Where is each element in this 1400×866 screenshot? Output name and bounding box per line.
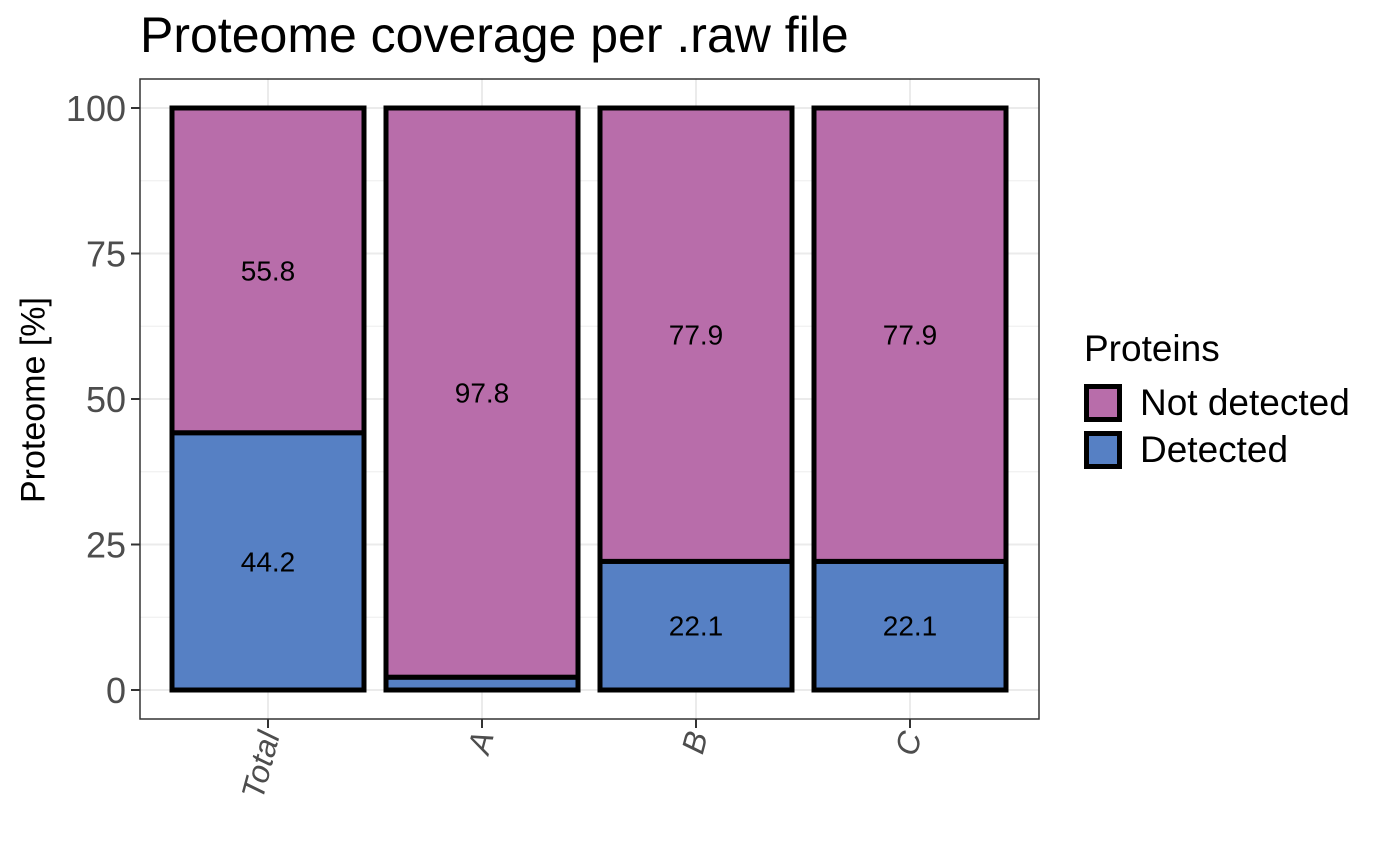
y-tick-label: 100 — [66, 88, 126, 129]
bar-not-detected — [169, 105, 367, 436]
data-label: 44.2 — [241, 546, 296, 577]
x-tick-label: B — [674, 727, 714, 757]
data-label: 22.1 — [883, 611, 938, 642]
data-label: 55.8 — [241, 255, 296, 286]
legend-key-detected — [1084, 431, 1122, 469]
bar-detected — [811, 558, 1009, 693]
x-tick-label: C — [888, 727, 929, 759]
bar-detected — [597, 558, 795, 693]
x-tick-label: Total — [234, 727, 287, 803]
legend-key-not-detected — [1084, 384, 1122, 422]
y-tick-label: 25 — [86, 525, 126, 566]
x-tick-label: A — [460, 727, 501, 759]
y-tick-label: 50 — [86, 379, 126, 420]
legend-label-not-detected: Not detected — [1140, 382, 1350, 423]
bar-not-detected — [383, 105, 581, 680]
data-label: 77.9 — [883, 320, 938, 351]
legend-item-detected: Detected — [1084, 428, 1288, 472]
bar-not-detected — [811, 105, 1009, 564]
legend-item-not-detected: Not detected — [1084, 381, 1350, 425]
y-tick-label: 75 — [86, 234, 126, 275]
legend-label-detected: Detected — [1140, 429, 1289, 470]
chart-title: Proteome coverage per .raw file — [140, 7, 849, 63]
bar-not-detected — [597, 105, 795, 564]
data-label: 77.9 — [669, 320, 724, 351]
data-label: 22.1 — [669, 611, 724, 642]
y-tick-label: 0 — [106, 670, 126, 711]
data-label: 97.8 — [455, 378, 510, 409]
legend-title: Proteins — [1084, 328, 1220, 369]
